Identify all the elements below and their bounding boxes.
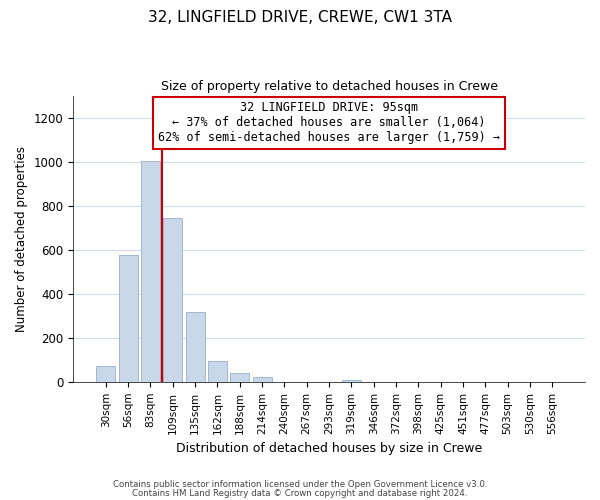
Text: Contains HM Land Registry data © Crown copyright and database right 2024.: Contains HM Land Registry data © Crown c… — [132, 488, 468, 498]
Bar — [208, 361, 227, 382]
Text: 32, LINGFIELD DRIVE, CREWE, CW1 3TA: 32, LINGFIELD DRIVE, CREWE, CW1 3TA — [148, 10, 452, 25]
Bar — [141, 160, 160, 382]
Text: Contains public sector information licensed under the Open Government Licence v3: Contains public sector information licen… — [113, 480, 487, 489]
Bar — [230, 373, 249, 382]
Y-axis label: Number of detached properties: Number of detached properties — [15, 146, 28, 332]
Text: 32 LINGFIELD DRIVE: 95sqm
← 37% of detached houses are smaller (1,064)
62% of se: 32 LINGFIELD DRIVE: 95sqm ← 37% of detac… — [158, 102, 500, 144]
Bar — [163, 218, 182, 382]
Bar — [96, 366, 115, 382]
Bar — [119, 255, 137, 382]
Bar — [253, 378, 272, 382]
X-axis label: Distribution of detached houses by size in Crewe: Distribution of detached houses by size … — [176, 442, 482, 455]
Bar — [342, 380, 361, 382]
Title: Size of property relative to detached houses in Crewe: Size of property relative to detached ho… — [161, 80, 497, 93]
Bar — [185, 312, 205, 382]
